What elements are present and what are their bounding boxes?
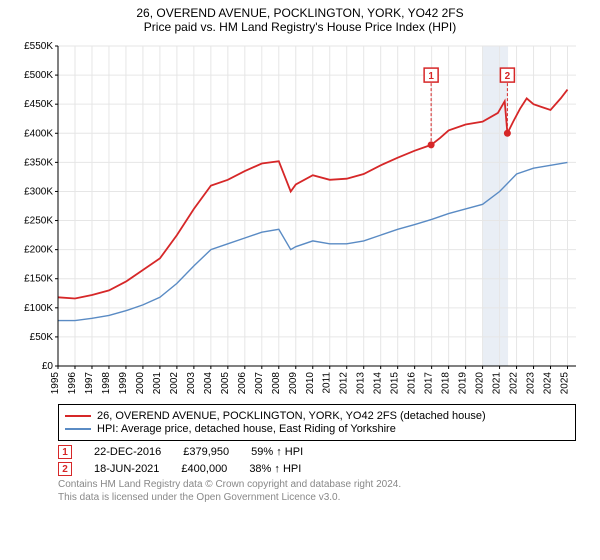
svg-text:2: 2: [505, 71, 511, 82]
svg-text:2021: 2021: [492, 372, 503, 395]
svg-text:2000: 2000: [135, 372, 146, 395]
table-row: 1 22-DEC-2016 £379,950 59% ↑ HPI: [58, 445, 576, 459]
legend-item: 26, OVEREND AVENUE, POCKLINGTON, YORK, Y…: [65, 410, 569, 422]
svg-text:2018: 2018: [441, 372, 452, 395]
svg-text:2007: 2007: [254, 372, 265, 395]
svg-text:2009: 2009: [288, 372, 299, 395]
legend-swatch: [65, 415, 91, 417]
svg-text:2013: 2013: [356, 372, 367, 395]
svg-text:£550K: £550K: [24, 41, 53, 52]
svg-text:2016: 2016: [407, 372, 418, 395]
legend-item: HPI: Average price, detached house, East…: [65, 423, 569, 435]
svg-text:2010: 2010: [305, 372, 316, 395]
svg-text:£350K: £350K: [24, 157, 53, 168]
svg-text:£150K: £150K: [24, 274, 53, 285]
svg-text:2019: 2019: [458, 372, 469, 395]
svg-text:1999: 1999: [118, 372, 129, 395]
price-chart: £0 £50K £100K £150K £200K £250K £300K £350K £400…: [10, 38, 590, 400]
chart-title: 26, OVEREND AVENUE, POCKLINGTON, YORK, Y…: [10, 6, 590, 20]
sale-price: £379,950: [183, 446, 229, 458]
sales-table: 1 22-DEC-2016 £379,950 59% ↑ HPI 2 18-JU…: [58, 445, 576, 476]
svg-text:2004: 2004: [203, 372, 214, 395]
svg-text:£300K: £300K: [24, 186, 53, 197]
svg-text:£500K: £500K: [24, 70, 53, 81]
chart-subtitle: Price paid vs. HM Land Registry's House …: [10, 20, 590, 34]
svg-text:2014: 2014: [373, 372, 384, 395]
svg-text:1998: 1998: [101, 372, 112, 395]
sale-price: £400,000: [181, 463, 227, 475]
chart-container: 26, OVEREND AVENUE, POCKLINGTON, YORK, Y…: [0, 0, 600, 560]
sale-delta: 38% ↑ HPI: [249, 463, 301, 475]
sale-marker-icon: 1: [58, 445, 72, 459]
svg-text:2002: 2002: [169, 372, 180, 395]
svg-text:2001: 2001: [152, 372, 163, 395]
sale-date: 22-DEC-2016: [94, 446, 161, 458]
svg-text:2025: 2025: [560, 372, 571, 395]
svg-text:£250K: £250K: [24, 216, 53, 227]
svg-text:2015: 2015: [390, 372, 401, 395]
legend-swatch: [65, 428, 91, 430]
sale-marker-icon: 2: [58, 462, 72, 476]
svg-text:£50K: £50K: [30, 332, 54, 343]
footer-text: Contains HM Land Registry data © Crown c…: [58, 479, 576, 504]
svg-text:£400K: £400K: [24, 128, 53, 139]
svg-text:£100K: £100K: [24, 303, 53, 314]
svg-text:2006: 2006: [237, 372, 248, 395]
svg-text:1995: 1995: [50, 372, 61, 395]
sale-date: 18-JUN-2021: [94, 463, 159, 475]
legend-label: 26, OVEREND AVENUE, POCKLINGTON, YORK, Y…: [97, 410, 486, 422]
svg-text:2020: 2020: [475, 372, 486, 395]
table-row: 2 18-JUN-2021 £400,000 38% ↑ HPI: [58, 462, 576, 476]
legend: 26, OVEREND AVENUE, POCKLINGTON, YORK, Y…: [58, 404, 576, 441]
svg-text:2022: 2022: [509, 372, 520, 395]
svg-text:2024: 2024: [543, 372, 554, 395]
svg-text:2005: 2005: [220, 372, 231, 395]
sale-delta: 59% ↑ HPI: [251, 446, 303, 458]
svg-text:1997: 1997: [84, 372, 95, 395]
svg-text:2023: 2023: [526, 372, 537, 395]
svg-text:1: 1: [428, 71, 434, 82]
svg-text:2003: 2003: [186, 372, 197, 395]
svg-text:2011: 2011: [322, 372, 333, 394]
svg-text:£200K: £200K: [24, 245, 53, 256]
svg-text:1996: 1996: [67, 372, 78, 395]
svg-text:2017: 2017: [424, 372, 435, 395]
svg-text:2008: 2008: [271, 372, 282, 395]
legend-label: HPI: Average price, detached house, East…: [97, 423, 396, 435]
svg-text:£450K: £450K: [24, 99, 53, 110]
svg-text:2012: 2012: [339, 372, 350, 395]
svg-text:£0: £0: [42, 361, 54, 372]
